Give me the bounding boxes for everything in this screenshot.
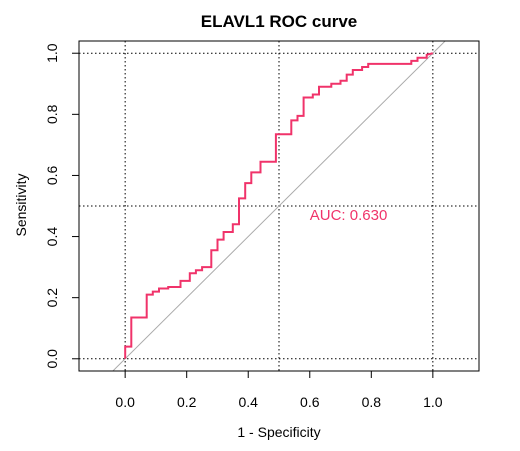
x-tick-label: 0.0 — [115, 394, 135, 410]
x-tick-label: 0.6 — [300, 394, 320, 410]
plot-frame — [78, 40, 480, 372]
y-tick-label: 0.8 — [44, 104, 60, 124]
y-tick-label: 0.4 — [44, 227, 60, 247]
x-axis: 0.0 0.2 0.4 0.6 0.8 1.0 — [115, 371, 443, 410]
x-tick-label: 0.4 — [238, 394, 258, 410]
y-tick-label: 0.2 — [44, 288, 60, 308]
x-tick-label: 0.2 — [177, 394, 197, 410]
chart-title: ELAVL1 ROC curve — [201, 12, 358, 31]
y-tick-label: 0.0 — [44, 349, 60, 369]
y-tick-label: 1.0 — [44, 43, 60, 63]
x-tick-label: 0.8 — [362, 394, 382, 410]
x-axis-label: 1 - Specificity — [237, 424, 320, 440]
auc-label: AUC: 0.630 — [310, 207, 388, 224]
reference-diagonal-line — [112, 41, 446, 371]
y-tick-label: 0.6 — [44, 165, 60, 185]
roc-curve-line — [124, 52, 434, 359]
y-axis: 0.0 0.2 0.4 0.6 0.8 1.0 — [44, 43, 79, 369]
y-axis-label: Sensitivity — [13, 173, 29, 236]
x-tick-label: 1.0 — [423, 394, 443, 410]
